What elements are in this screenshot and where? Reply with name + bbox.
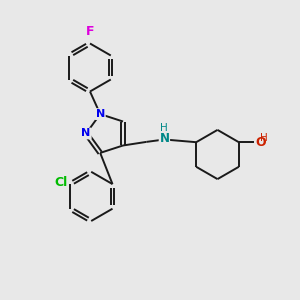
Text: N: N — [96, 109, 105, 119]
Text: N: N — [82, 128, 91, 139]
Text: N: N — [159, 132, 170, 146]
Text: H: H — [260, 133, 268, 143]
Text: F: F — [86, 25, 94, 38]
Text: Cl: Cl — [55, 176, 68, 189]
Text: H: H — [160, 123, 168, 133]
Text: O: O — [256, 136, 266, 149]
